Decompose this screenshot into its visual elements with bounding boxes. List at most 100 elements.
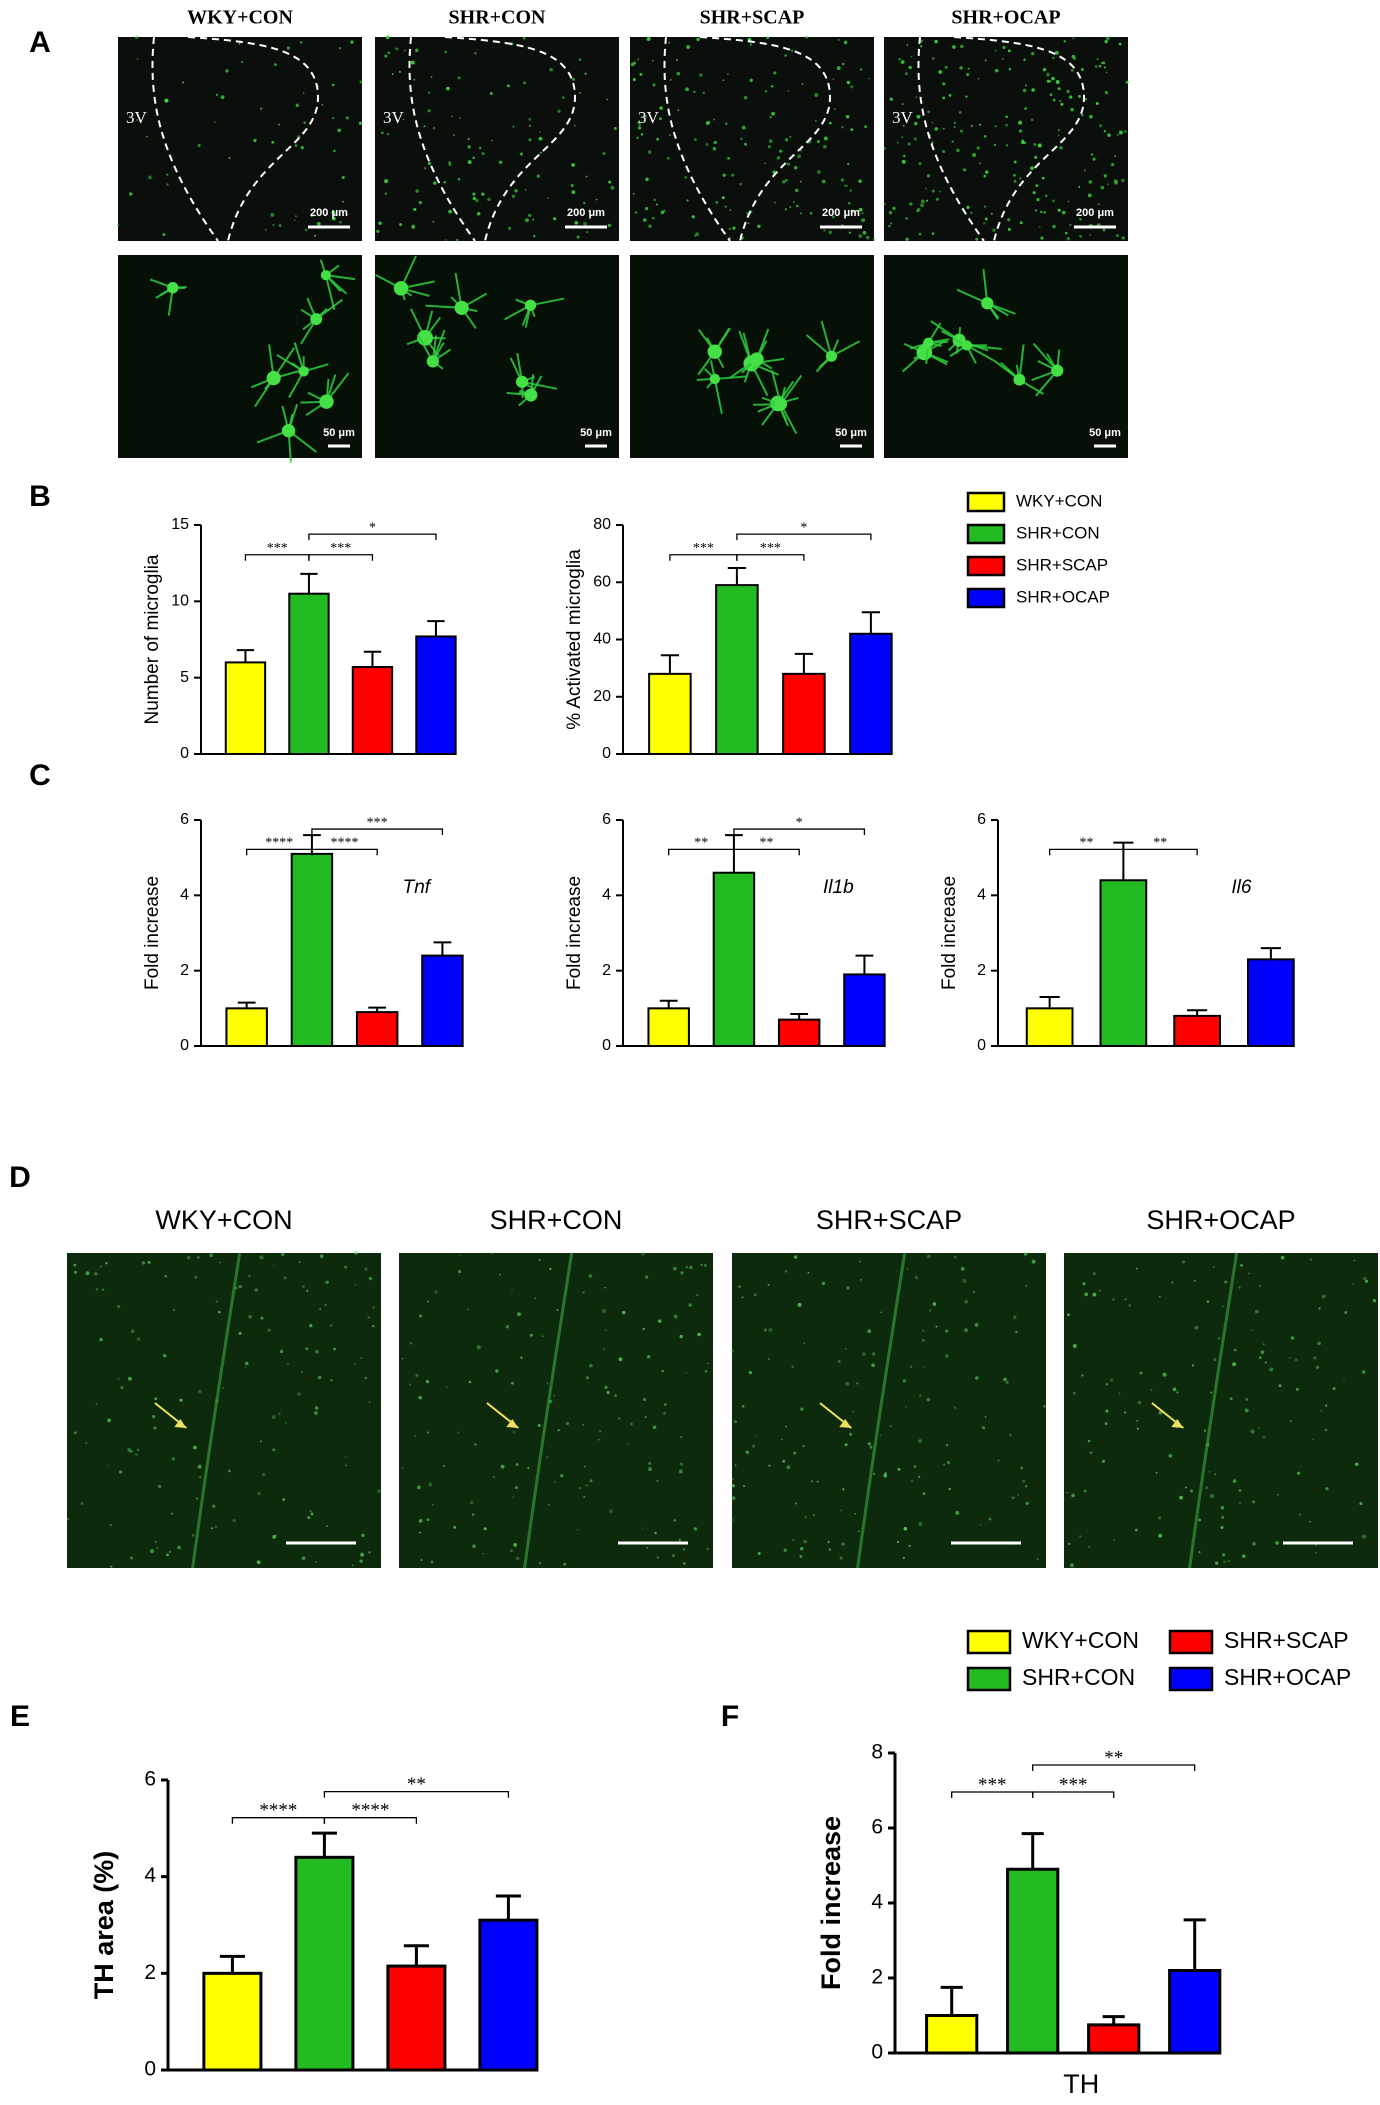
speck [1355,1462,1359,1466]
cell [774,202,776,204]
speck [784,1549,787,1552]
cell [507,84,510,87]
speck [96,1288,99,1291]
micrograph-bg [732,1253,1046,1568]
speck [209,1253,213,1257]
cell [909,66,912,69]
cell [342,201,344,203]
speck [557,1429,559,1431]
cell [785,138,788,141]
cell [740,138,742,140]
soma [826,351,837,362]
cell [802,83,804,85]
speck [911,1480,913,1482]
cell [814,93,818,97]
cell [513,126,515,128]
significance-label: *** [330,541,351,556]
micrograph: 50 μm [630,255,874,458]
cell [413,208,416,211]
cell [1117,134,1119,136]
cell [549,68,553,72]
cell [652,217,655,220]
speck [1279,1384,1282,1387]
cell [458,76,461,79]
cell [770,116,772,118]
speck [768,1284,770,1286]
speck [219,1261,221,1263]
speck [1210,1494,1214,1498]
micrograph [731,1252,1046,1568]
speck [453,1526,456,1529]
speck [656,1480,658,1482]
speck [731,1519,734,1522]
speck [325,1280,329,1284]
cell [458,178,461,181]
cell [824,136,828,140]
y-axis-label: Fold increase [939,876,960,990]
cell [523,81,526,84]
cell [926,200,928,202]
speck [642,1528,643,1529]
legend-swatch [968,493,1004,511]
speck [673,1267,677,1271]
y-tick-label: 6 [602,811,611,828]
cell [884,203,886,205]
significance-label: ** [1153,836,1167,851]
speck [1194,1280,1196,1282]
speck [618,1417,620,1419]
cell [456,239,459,242]
speck [86,1271,90,1275]
cell [771,85,774,88]
speck [1309,1521,1311,1523]
speck [402,1358,404,1360]
cell [715,201,718,204]
y-tick-label: 2 [871,1966,883,1989]
speck [268,1329,271,1332]
cell [229,157,231,159]
cell [451,116,453,118]
speck [922,1339,925,1342]
soma [1051,365,1063,377]
cell [1095,65,1098,68]
speck [734,1420,737,1423]
speck [589,1364,593,1368]
speck [873,1473,875,1475]
bar [296,1857,353,2070]
speck [1135,1529,1138,1532]
speck [586,1376,589,1379]
cell [652,60,654,62]
cell [932,57,935,60]
cell [575,221,578,224]
speck [799,1555,802,1558]
cell [703,92,705,94]
speck [287,1363,289,1365]
cell [350,40,353,43]
cell [992,228,996,232]
cell [729,228,731,230]
speck [1333,1387,1336,1390]
cell [1089,180,1093,184]
speck [647,1355,650,1358]
legend-swatch [968,1631,1010,1653]
speck [517,1312,521,1316]
region-label: 3V [892,108,914,127]
cell [433,127,436,130]
speck [427,1301,429,1303]
cell [1078,95,1081,98]
cell [1085,98,1087,100]
speck [1214,1358,1217,1361]
significance-label: *** [1059,1774,1088,1795]
cell [1052,200,1055,203]
region-label: 3V [638,108,660,127]
speck [586,1484,588,1486]
speck [309,1324,312,1327]
cell [1040,211,1042,213]
speck [315,1406,318,1409]
cell [448,163,451,166]
speck [218,1311,221,1314]
cell [339,221,341,223]
speck [314,1411,318,1415]
soma [298,366,308,376]
speck [516,1557,520,1561]
